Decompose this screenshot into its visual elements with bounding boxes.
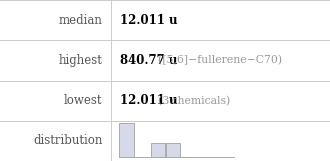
Bar — [119, 123, 134, 157]
Text: lowest: lowest — [64, 94, 102, 107]
Text: 12.011 u: 12.011 u — [120, 14, 178, 27]
Bar — [151, 143, 165, 157]
Text: highest: highest — [58, 54, 102, 67]
Text: distribution: distribution — [33, 134, 102, 147]
Text: median: median — [58, 14, 102, 27]
Text: (3 chemicals): (3 chemicals) — [151, 95, 230, 106]
Text: 12.011 u: 12.011 u — [120, 94, 178, 107]
Text: 840.77 u: 840.77 u — [120, 54, 178, 67]
Bar — [166, 143, 180, 157]
Text: ([5,6]−fullerene−C70): ([5,6]−fullerene−C70) — [151, 55, 282, 66]
